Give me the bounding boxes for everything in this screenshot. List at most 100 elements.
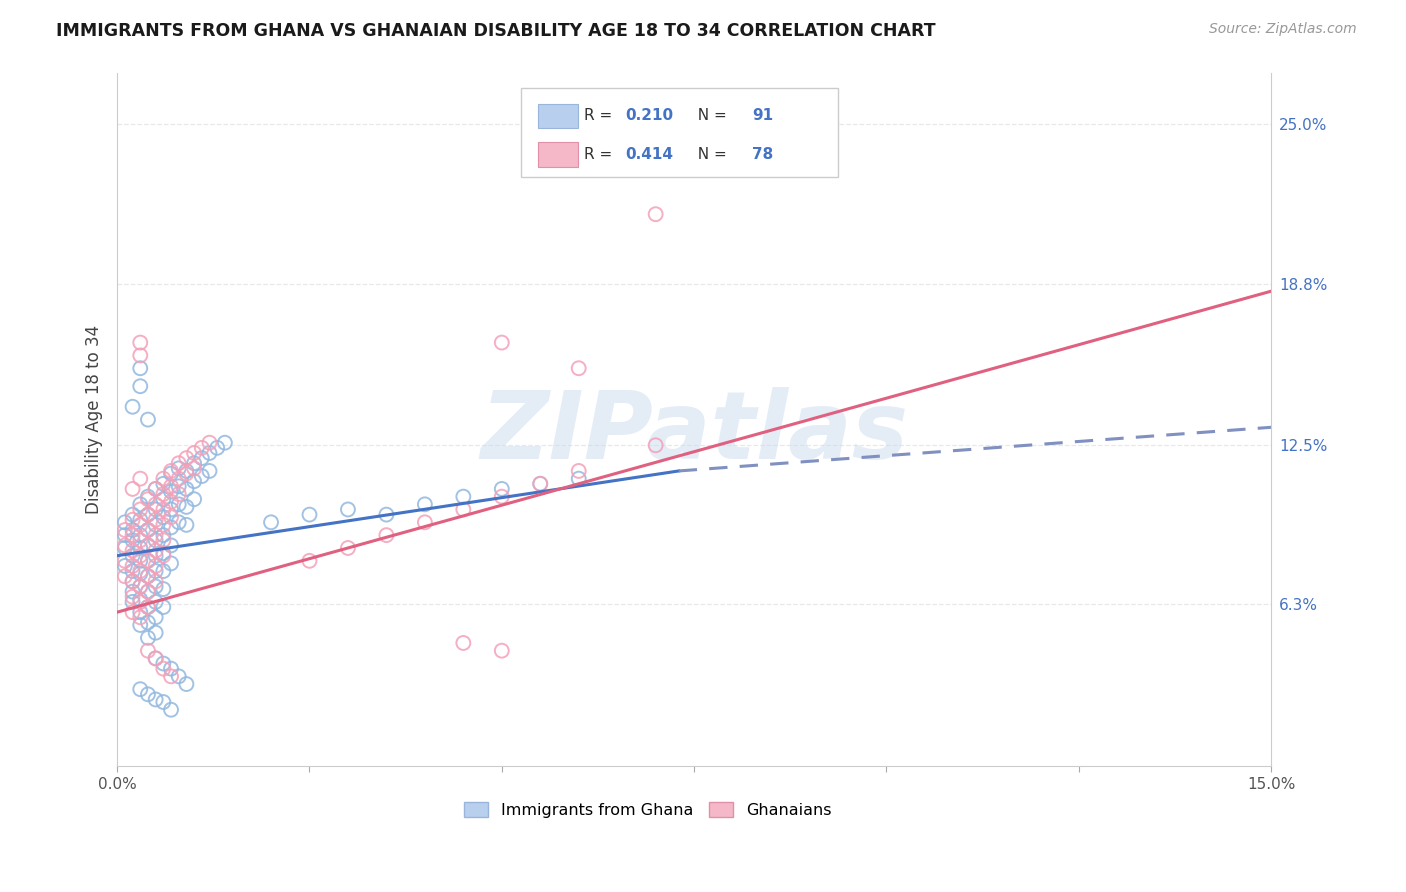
Point (121, 558, 143, 573)
Point (114, 523, 136, 537)
Point (167, 456, 190, 470)
Point (152, 517, 174, 532)
Point (568, 361, 591, 376)
Point (121, 533, 143, 548)
Point (145, 543, 167, 558)
Point (114, 516, 136, 530)
Point (121, 605, 143, 619)
Point (568, 472, 591, 486)
Point (145, 610, 167, 624)
Point (336, 541, 359, 555)
Point (260, 516, 283, 530)
Point (160, 703, 183, 717)
Point (129, 605, 152, 619)
Y-axis label: Disability Age 18 to 34: Disability Age 18 to 34 (86, 325, 103, 514)
Legend: Immigrants from Ghana, Ghanaians: Immigrants from Ghana, Ghanaians (458, 795, 838, 824)
Point (145, 482, 167, 496)
Text: N =: N = (689, 147, 733, 162)
Point (121, 523, 143, 537)
Point (129, 472, 152, 486)
Point (114, 569, 136, 583)
Point (529, 476, 551, 491)
Point (136, 508, 159, 522)
Point (136, 554, 159, 568)
Point (152, 549, 174, 563)
FancyBboxPatch shape (522, 88, 838, 177)
Text: IMMIGRANTS FROM GHANA VS GHANAIAN DISABILITY AGE 18 TO 34 CORRELATION CHART: IMMIGRANTS FROM GHANA VS GHANAIAN DISABI… (56, 22, 936, 40)
Point (129, 579, 152, 593)
Point (491, 482, 513, 496)
Point (129, 554, 152, 568)
Text: N =: N = (689, 109, 733, 123)
Point (167, 487, 190, 501)
Point (136, 569, 159, 583)
Point (176, 482, 198, 496)
Point (298, 508, 321, 522)
Point (129, 541, 152, 555)
Point (198, 435, 221, 450)
Point (160, 484, 183, 499)
Point (129, 361, 152, 376)
Point (136, 600, 159, 615)
FancyBboxPatch shape (538, 142, 578, 167)
Text: 78: 78 (752, 147, 773, 162)
Point (491, 335, 513, 350)
Point (183, 474, 205, 488)
Point (145, 574, 167, 589)
Point (121, 528, 143, 542)
Point (136, 412, 159, 426)
Point (145, 651, 167, 665)
Point (191, 441, 214, 455)
Text: 91: 91 (752, 109, 773, 123)
Text: 0.210: 0.210 (624, 109, 673, 123)
Point (160, 538, 183, 552)
Point (152, 510, 174, 524)
Point (198, 464, 221, 478)
Point (145, 517, 167, 532)
Point (129, 579, 152, 593)
Point (136, 490, 159, 504)
Point (136, 554, 159, 568)
Point (160, 557, 183, 571)
Point (191, 469, 214, 483)
Point (375, 508, 398, 522)
Point (644, 207, 666, 221)
Point (183, 461, 205, 475)
Point (176, 467, 198, 481)
Point (145, 533, 167, 548)
Point (121, 574, 143, 589)
Point (145, 549, 167, 563)
Point (136, 538, 159, 552)
Point (136, 584, 159, 599)
Point (375, 528, 398, 542)
Point (160, 495, 183, 509)
Point (152, 492, 174, 507)
Point (191, 451, 214, 466)
Point (167, 472, 190, 486)
Point (136, 569, 159, 583)
Point (160, 669, 183, 683)
Point (129, 335, 152, 350)
Point (183, 456, 205, 470)
Point (129, 533, 152, 548)
Point (160, 502, 183, 516)
Point (114, 554, 136, 568)
Point (145, 579, 167, 593)
Point (160, 464, 183, 478)
Point (145, 692, 167, 706)
Point (167, 669, 190, 683)
Point (114, 541, 136, 555)
Point (152, 564, 174, 578)
Point (136, 523, 159, 537)
Point (129, 528, 152, 542)
Point (121, 400, 143, 414)
Point (160, 662, 183, 676)
Point (205, 441, 228, 455)
Point (176, 677, 198, 691)
Point (198, 446, 221, 460)
Point (129, 497, 152, 511)
Point (136, 643, 159, 657)
Point (129, 549, 152, 563)
Point (129, 517, 152, 532)
Point (121, 590, 143, 604)
